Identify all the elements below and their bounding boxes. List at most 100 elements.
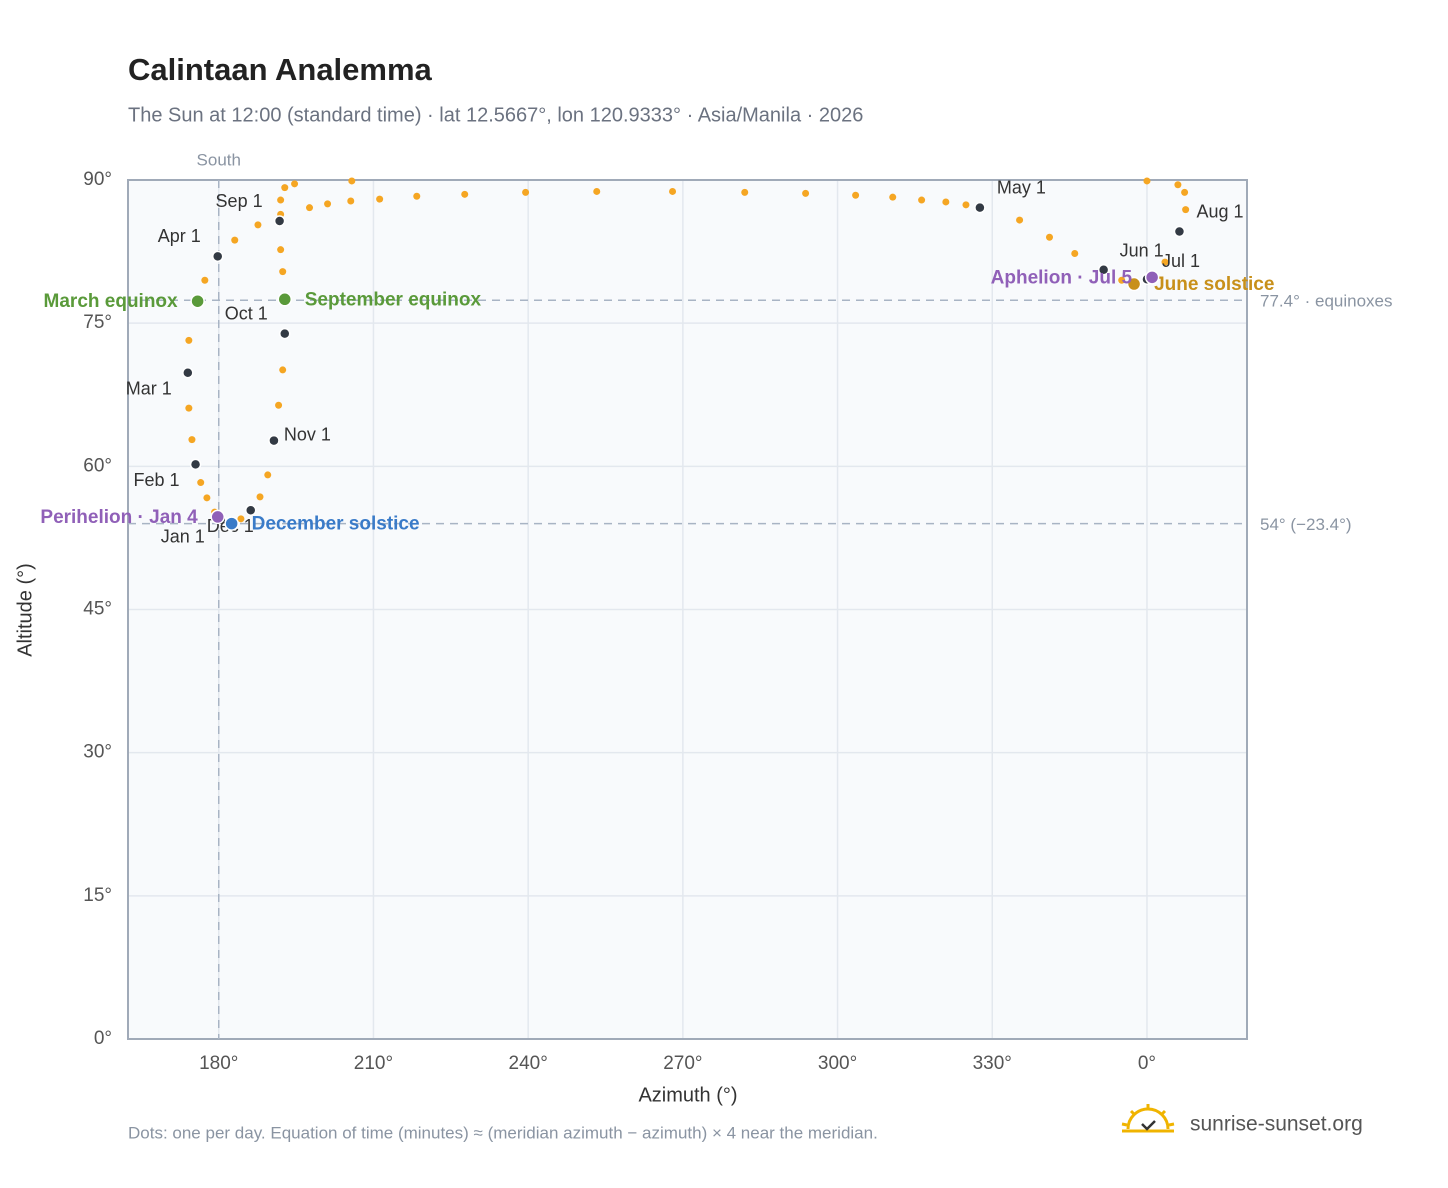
day-dot	[413, 192, 421, 200]
day-dot	[1143, 177, 1151, 185]
day-dot	[197, 479, 205, 487]
month-marker	[182, 367, 194, 379]
day-dot	[201, 276, 209, 284]
day-dot	[324, 200, 332, 208]
month-marker	[1097, 263, 1110, 276]
plot-border	[127, 179, 1248, 1040]
y-tick-label: 0°	[94, 1028, 112, 1049]
day-dot	[203, 494, 211, 502]
y-tick-label: 75°	[83, 312, 112, 333]
event-label: December solstice	[252, 514, 420, 535]
y-tick-label: 60°	[83, 455, 112, 476]
day-dot	[802, 189, 810, 197]
x-tick-label: 270°	[663, 1053, 702, 1074]
day-dot	[918, 196, 926, 204]
month-label: Feb 1	[134, 470, 180, 490]
month-label: Jul 1	[1162, 251, 1200, 271]
footnote: Dots: one per day. Equation of time (min…	[128, 1123, 878, 1142]
day-dot	[277, 246, 285, 254]
x-tick-label: 0°	[1138, 1053, 1156, 1074]
day-dot	[1182, 206, 1190, 214]
month-label: Aug 1	[1196, 201, 1243, 221]
chart-subtitle: The Sun at 12:00 (standard time) · lat 1…	[128, 104, 863, 126]
month-label: Oct 1	[225, 303, 268, 323]
month-marker	[974, 201, 986, 214]
month-label: Nov 1	[284, 424, 331, 444]
month-marker	[1173, 225, 1186, 238]
month-marker	[273, 215, 286, 227]
day-dot	[264, 471, 272, 479]
month-label: May 1	[997, 177, 1046, 197]
day-dot	[461, 190, 469, 198]
event-label: September equinox	[305, 289, 482, 310]
x-tick-label: 180°	[199, 1053, 238, 1074]
x-tick-label: 210°	[354, 1053, 393, 1074]
month-marker	[268, 434, 280, 447]
x-tick-label: 240°	[509, 1053, 548, 1074]
x-axis-title: Azimuth (°)	[638, 1084, 737, 1106]
y-axis-title: Altitude (°)	[14, 563, 36, 657]
month-marker	[211, 250, 224, 263]
y-tick-label: 45°	[83, 599, 112, 620]
day-dot	[889, 193, 897, 201]
month-label: Jan 1	[161, 527, 205, 547]
reference-label: 54° (−23.4°)	[1260, 515, 1352, 534]
day-dot	[942, 198, 950, 206]
day-dot	[188, 436, 196, 444]
day-dot	[1174, 181, 1182, 189]
month-marker	[244, 504, 257, 516]
month-marker	[189, 458, 202, 471]
day-dot	[348, 177, 356, 185]
chart-title: Calintaan Analemma	[128, 52, 433, 87]
event-label: March equinox	[44, 291, 179, 312]
day-dot	[1161, 258, 1169, 266]
event-label: Aphelion · Jul 5	[991, 267, 1133, 288]
y-tick-label: 30°	[83, 742, 112, 763]
day-dot	[1016, 216, 1024, 224]
event-marker	[277, 292, 293, 307]
day-dot	[376, 195, 384, 203]
y-tick-label: 90°	[83, 169, 112, 190]
event-label: Perihelion · Jan 4	[40, 507, 198, 528]
x-tick-label: 300°	[818, 1053, 857, 1074]
day-dot	[306, 204, 314, 212]
day-dot	[741, 188, 749, 196]
month-label: Jun 1	[1120, 240, 1164, 260]
day-dot	[347, 197, 355, 205]
day-dot	[231, 236, 239, 244]
day-dot	[277, 196, 285, 204]
event-marker	[224, 516, 239, 531]
day-dot	[275, 401, 283, 409]
event-label: June solstice	[1154, 274, 1274, 295]
day-dot	[237, 515, 245, 523]
day-dot	[185, 404, 193, 412]
day-dot	[185, 336, 193, 344]
month-label: Sep 1	[216, 191, 263, 211]
month-label: Apr 1	[158, 226, 201, 246]
day-dot	[593, 187, 601, 195]
day-dot	[279, 268, 287, 276]
event-marker	[190, 293, 205, 309]
reference-label: 77.4° · equinoxes	[1260, 292, 1393, 311]
day-dot	[291, 180, 299, 188]
day-dot	[279, 366, 287, 374]
day-dot	[1118, 276, 1126, 284]
day-dot	[852, 191, 860, 199]
day-dot	[254, 221, 262, 229]
day-dot	[1071, 249, 1079, 257]
event-marker	[1126, 276, 1142, 292]
day-dot	[1181, 188, 1189, 196]
day-dot	[962, 201, 970, 209]
brand-logo	[1121, 1104, 1175, 1133]
day-dot	[256, 493, 264, 501]
event-marker	[210, 509, 225, 525]
month-label: Mar 1	[126, 379, 172, 399]
reference-label: South	[197, 150, 241, 169]
day-dot	[522, 188, 530, 196]
day-dot	[281, 184, 289, 192]
event-marker	[1144, 270, 1160, 285]
day-dot	[1045, 233, 1053, 241]
day-dot	[669, 187, 677, 195]
x-tick-label: 330°	[973, 1053, 1012, 1074]
